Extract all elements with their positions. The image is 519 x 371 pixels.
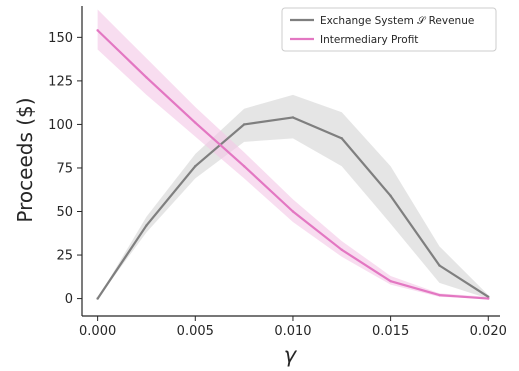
x-tick-label: 0.005 <box>177 324 214 339</box>
y-tick-label: 0 <box>65 292 73 307</box>
y-tick-label: 75 <box>56 161 73 176</box>
axes <box>81 6 500 317</box>
confidence-bands <box>97 9 489 299</box>
x-tick-label: 0.020 <box>470 324 507 339</box>
x-axis-ticks: 0.000 0.005 0.010 0.015 0.020 <box>79 316 507 339</box>
y-axis-ticks: 0 25 50 75 100 125 150 <box>48 31 82 307</box>
data-point <box>389 279 392 283</box>
data-point <box>194 165 197 168</box>
data-point <box>242 165 246 168</box>
x-axis-label: γ <box>284 343 298 367</box>
y-tick-label: 125 <box>48 74 73 89</box>
data-point <box>487 297 490 300</box>
data-point <box>96 297 99 300</box>
data-point <box>145 224 148 227</box>
data-point <box>438 293 441 297</box>
data-point <box>340 248 343 252</box>
legend-label: Exchange System 𝒮 Revenue <box>320 15 474 27</box>
x-tick-label: 0.000 <box>79 324 116 339</box>
data-point <box>438 264 441 267</box>
y-tick-label: 50 <box>56 205 73 220</box>
data-point <box>389 194 392 198</box>
legend-box <box>281 7 497 52</box>
y-tick-label: 150 <box>48 31 73 46</box>
x-tick-label: 0.015 <box>372 324 409 339</box>
data-point <box>194 121 197 124</box>
data-point <box>242 123 246 126</box>
y-tick-label: 100 <box>48 118 73 133</box>
series-lines <box>96 29 490 300</box>
data-point <box>291 116 295 119</box>
y-tick-label: 25 <box>56 249 73 264</box>
legend-label: Intermediary Profit <box>320 34 418 46</box>
x-tick-label: 0.010 <box>274 324 311 339</box>
series-band-1 <box>97 94 489 299</box>
data-point <box>96 29 99 32</box>
legend: Exchange System 𝒮 Revenue Intermediary Pr… <box>281 7 497 52</box>
data-point <box>291 210 295 213</box>
data-point <box>145 76 148 79</box>
y-axis-label: Proceeds ($) <box>13 97 37 222</box>
data-point <box>340 137 343 140</box>
